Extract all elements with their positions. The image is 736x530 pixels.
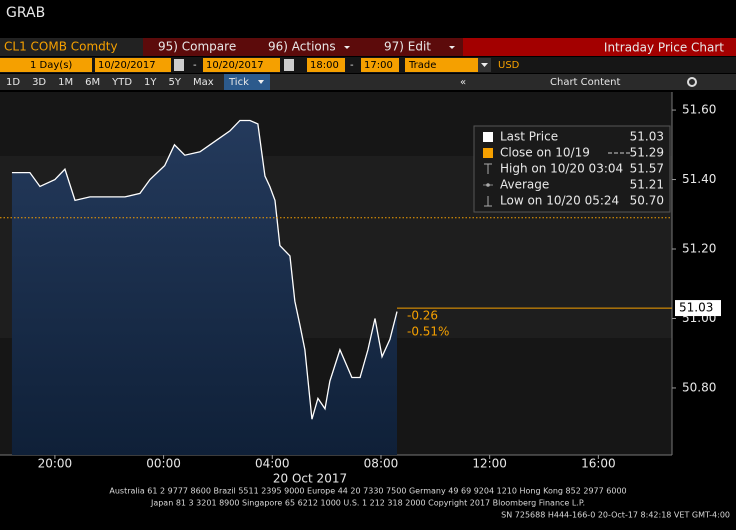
area (11, 120, 398, 456)
settings-icon[interactable] (687, 77, 697, 87)
period-box[interactable] (0, 58, 92, 72)
range-button[interactable]: YTD (111, 77, 132, 88)
change-pct-label: -0.51% (407, 325, 449, 339)
y-tick-label: 50.80 (682, 380, 716, 394)
start-time[interactable]: 18:00 (310, 60, 339, 71)
field-box[interactable] (405, 58, 491, 72)
caret (449, 46, 455, 49)
x-tick-label: 16:00 (581, 457, 616, 471)
x-caption: 20 Oct 2017 (273, 472, 347, 486)
footer-line: Australia 61 2 9777 8600 Brazil 5511 239… (109, 487, 626, 496)
y-tick-label: 51.40 (682, 172, 716, 186)
menu-bar (143, 38, 463, 56)
calendar-icon[interactable] (174, 59, 184, 71)
legend-symbol (484, 196, 492, 207)
range-sep: - (350, 60, 354, 71)
range-button[interactable]: 6M (85, 77, 100, 88)
end-time-box[interactable] (361, 58, 399, 72)
legend-value: 51.57 (630, 162, 664, 176)
legend (473, 125, 671, 213)
legend-value: 51.03 (630, 130, 664, 144)
security[interactable]: CL1 COMB Comdty (4, 40, 118, 54)
end-time[interactable]: 17:00 (364, 60, 393, 71)
caret (344, 46, 350, 49)
x-tick-label: 12:00 (472, 457, 507, 471)
range-button[interactable]: Max (193, 77, 214, 88)
legend-value: 51.21 (630, 178, 664, 192)
x-tick-label: 00:00 (146, 457, 181, 471)
end-date[interactable]: 10/20/2017 (206, 60, 264, 71)
period[interactable]: 1 Day(s) (30, 60, 72, 71)
x-tick-label: 04:00 (255, 457, 290, 471)
legend-value: 51.29 (630, 146, 664, 160)
legend-value: 50.70 (630, 194, 664, 208)
caret (481, 63, 488, 67)
last-price-box (675, 300, 721, 317)
legend-label: High on 10/20 03:04 (500, 162, 623, 176)
function-name: Intraday Price Chart (604, 41, 724, 55)
range-button[interactable]: 3D (32, 77, 46, 88)
menu-edit[interactable]: 97) Edit (384, 40, 431, 54)
footer-line: SN 725688 H444-166-0 20-Oct-17 8:42:18 V… (501, 511, 730, 520)
range-button[interactable]: 1D (6, 77, 20, 88)
x-tick-label: 08:00 (364, 457, 399, 471)
window-title: GRAB (6, 5, 45, 21)
x-tick-label: 20:00 (38, 457, 73, 471)
legend-label: Low on 10/20 05:24 (500, 194, 619, 208)
interval[interactable]: Tick (228, 77, 249, 88)
start-date[interactable]: 10/20/2017 (98, 60, 156, 71)
legend-label: Last Price (500, 130, 558, 144)
chart-content[interactable]: Chart Content (550, 77, 621, 88)
function-bar (463, 38, 736, 56)
range-sep: - (193, 60, 197, 71)
legend-symbol (486, 183, 490, 187)
legend-symbol (484, 163, 492, 174)
legend-label: Close on 10/19 (500, 146, 590, 160)
price-line (11, 119, 398, 420)
last-price-label: 51.03 (679, 301, 713, 315)
start-date-box[interactable] (95, 58, 171, 72)
interval-box[interactable] (224, 74, 270, 90)
range-button[interactable]: 1M (58, 77, 73, 88)
range-button[interactable]: 5Y (169, 77, 182, 88)
legend-label: Average (500, 178, 549, 192)
calendar-icon[interactable] (284, 59, 294, 71)
caret (258, 80, 264, 84)
y-tick-label: 51.60 (682, 103, 716, 117)
footer-line: Japan 81 3 3201 8900 Singapore 65 6212 1… (150, 499, 585, 508)
currency: USD (498, 60, 520, 71)
security-box[interactable] (0, 38, 143, 56)
menu-actions[interactable]: 96) Actions (268, 40, 336, 54)
y-tick-label: 51.20 (682, 242, 716, 256)
legend-swatch (483, 148, 493, 158)
legend-swatch (483, 132, 493, 142)
collapse[interactable]: « (460, 77, 466, 88)
range-bar (0, 74, 736, 90)
range-button[interactable]: 1Y (144, 77, 157, 88)
change-label: -0.26 (407, 309, 438, 323)
end-date-box[interactable] (203, 58, 280, 72)
menu-compare[interactable]: 95) Compare (158, 40, 236, 54)
range-buttons: 1D 3D 1M 6M YTD 1Y 5Y Max (6, 77, 214, 88)
field[interactable]: Trade (408, 60, 436, 71)
start-time-box[interactable] (307, 58, 345, 72)
